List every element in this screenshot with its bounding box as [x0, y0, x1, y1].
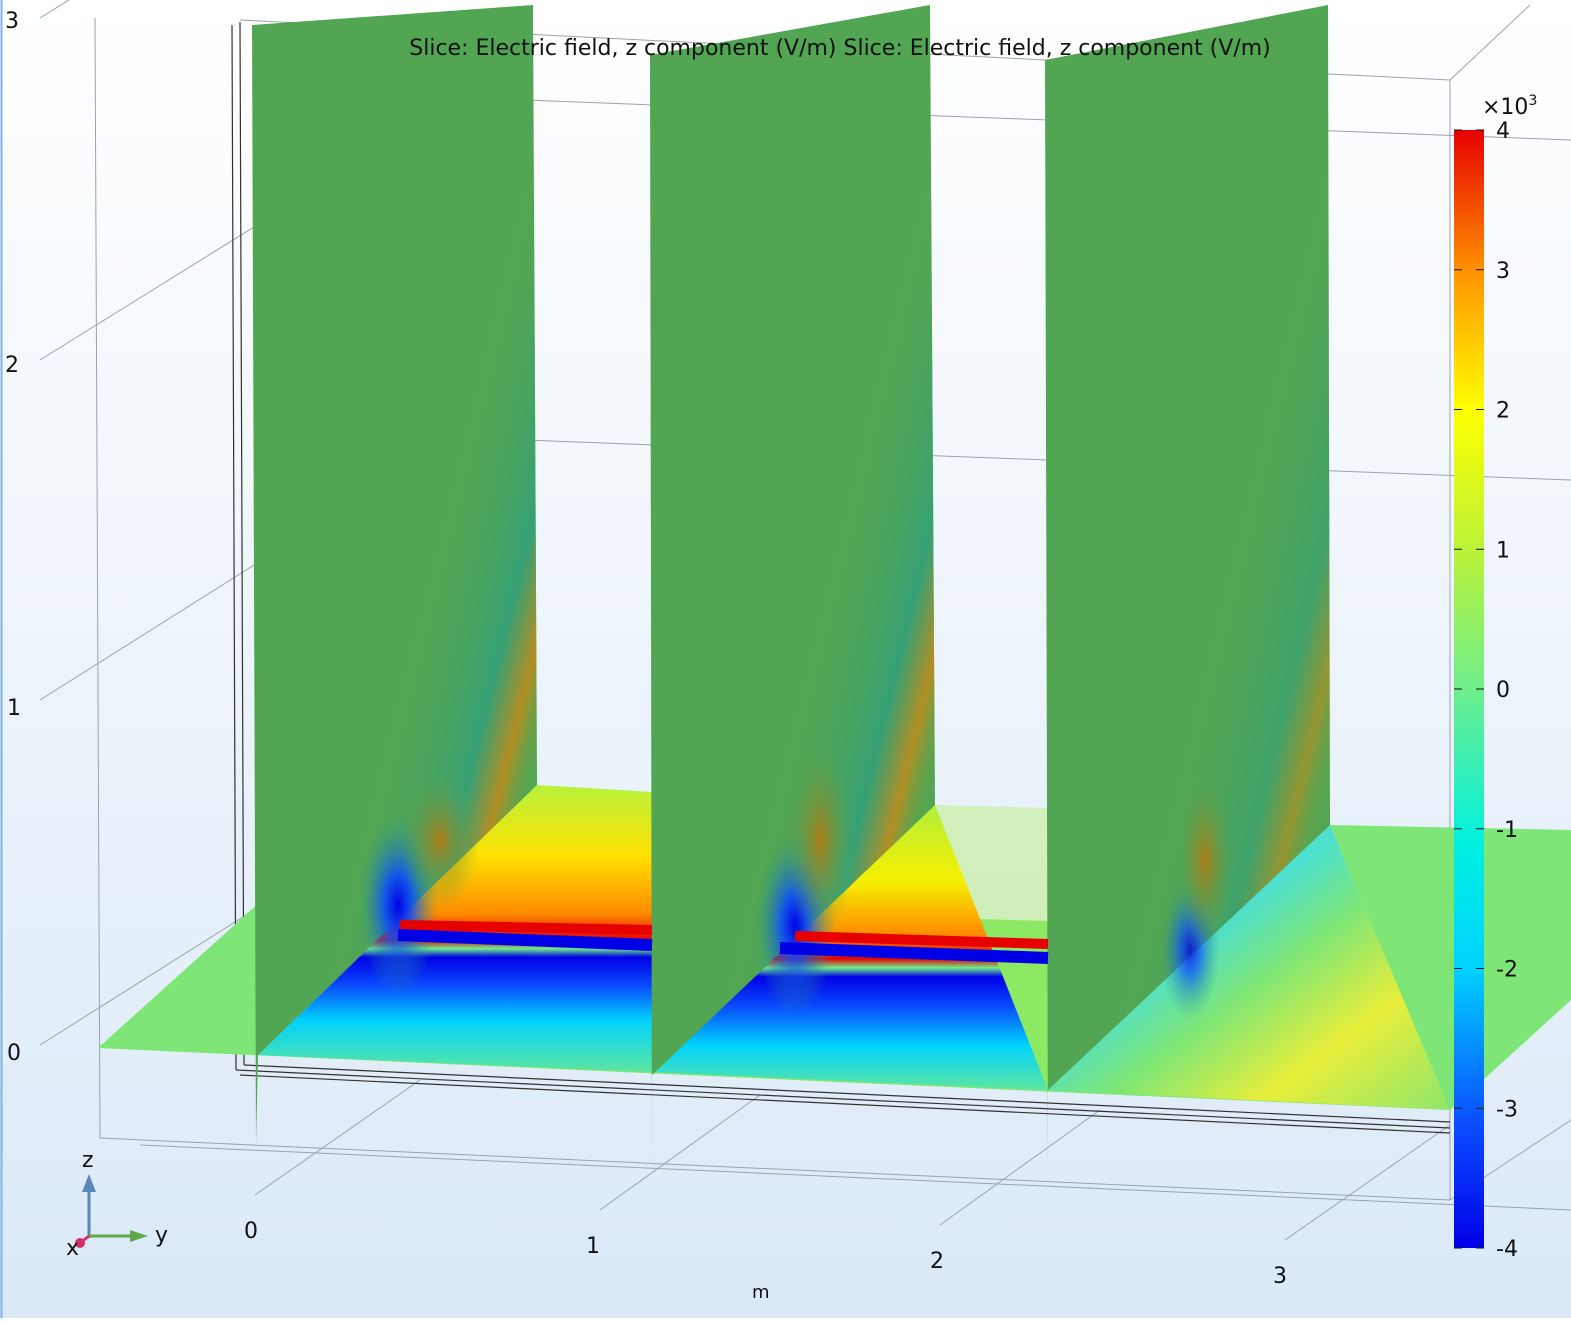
- field-edge-lines-neg: [397, 929, 1049, 964]
- color-legend-multiplier: ×103: [1482, 93, 1537, 120]
- triad-z-label: z: [82, 1148, 94, 1173]
- color-legend-tick-label: 0: [1496, 678, 1510, 703]
- color-legend-tick-label: 2: [1496, 399, 1510, 424]
- color-legend: ×103 4 3 2 1 0 -1 -2 -3 -4: [1454, 93, 1537, 1262]
- color-legend-tick-label: 3: [1496, 259, 1510, 284]
- field-edge-lines: [399, 920, 1049, 949]
- x-arrowhead-icon: [75, 1238, 85, 1248]
- y-tick-2: 2: [930, 1249, 944, 1274]
- z-axis-ticks: 3 2 1 0: [5, 9, 21, 1066]
- color-legend-tick-label: -1: [1496, 818, 1518, 843]
- triad-y-label: y: [155, 1223, 168, 1248]
- color-legend-tick-label: 1: [1496, 538, 1510, 563]
- axis-triad[interactable]: z y x: [66, 1148, 168, 1261]
- color-legend-tick-label: -4: [1496, 1237, 1518, 1262]
- vertical-slice-2: [650, 5, 935, 1165]
- y-tick-3: 3: [1273, 1264, 1287, 1289]
- color-legend-tick-label: -3: [1496, 1097, 1518, 1122]
- vertical-slice-1: [252, 5, 537, 1145]
- z-tick-3: 3: [5, 9, 19, 34]
- triad-x-label: x: [66, 1236, 79, 1261]
- color-legend-ticks: 4 3 2 1 0 -1 -2 -3 -4: [1454, 119, 1518, 1262]
- geometry-edges: [231, 21, 1451, 1134]
- units-label: m: [752, 1282, 770, 1303]
- vertical-slice-3: [1045, 5, 1330, 1180]
- z-tick-2: 2: [5, 353, 19, 378]
- color-legend-tick-label: 4: [1496, 119, 1510, 144]
- color-legend-tick-label: -2: [1496, 958, 1518, 983]
- z-tick-1: 1: [7, 696, 21, 721]
- y-tick-0: 0: [244, 1219, 258, 1244]
- y-arrowhead-icon: [130, 1230, 148, 1242]
- z-arrowhead-icon: [82, 1174, 96, 1192]
- y-tick-1: 1: [586, 1234, 600, 1259]
- plot-title: Slice: Electric field, z component (V/m)…: [409, 36, 1271, 61]
- y-axis-ticks: 0 1 2 3: [244, 1219, 1287, 1289]
- z-tick-0: 0: [7, 1041, 21, 1066]
